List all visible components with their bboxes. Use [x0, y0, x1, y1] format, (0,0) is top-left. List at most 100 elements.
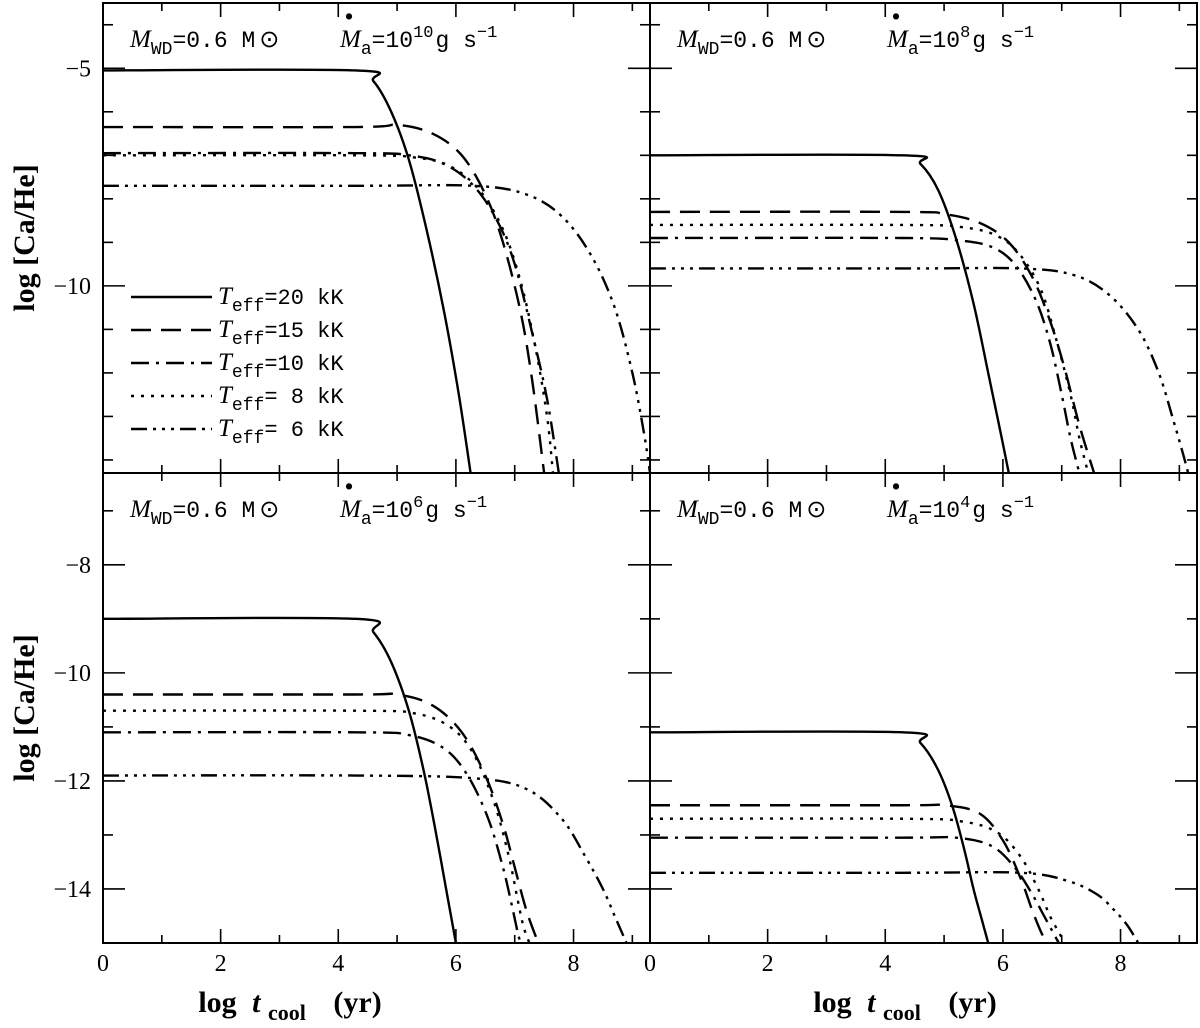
y-tick-label: −10	[53, 274, 91, 300]
mass-subscript: WD	[698, 510, 720, 530]
x-axis-title-right: log t cool (yr)	[813, 986, 996, 1025]
x-axis-title-prefix: log	[813, 986, 851, 1019]
series-line-dashed	[650, 803, 1049, 943]
rate-symbol: M	[339, 26, 362, 53]
series-line-dashdot	[650, 835, 1060, 943]
rate-unit: g s	[435, 28, 476, 54]
series-group	[103, 616, 628, 943]
legend-entry: Teff=15 kK	[218, 316, 344, 350]
x-tick-label: 2	[762, 951, 774, 977]
sun-symbol: ⊙	[806, 495, 826, 523]
panel-frame	[102, 2, 651, 474]
series-line-dashdotdotdot	[650, 870, 1140, 943]
mass-subscript: WD	[151, 510, 173, 530]
mass-symbol: M	[676, 26, 699, 53]
x-axis-title-sub: cool	[883, 1000, 921, 1025]
legend-subscript: eff	[232, 396, 264, 416]
x-axis-title-prefix: log	[198, 986, 236, 1019]
rate-symbol: M	[886, 26, 909, 53]
series-line-dashed	[103, 692, 540, 943]
series-line-dashdotdotdot	[103, 774, 628, 943]
panel-annotation: MWD=0.6 M ⊙	[676, 25, 826, 60]
rate-prefix: =10	[372, 28, 413, 54]
mass-subscript: WD	[151, 40, 173, 60]
panel-annotation: MWD=0.6 M ⊙	[129, 25, 279, 60]
legend-subscript: eff	[232, 297, 264, 317]
series-group	[650, 153, 1190, 473]
accretion-rate-annotation: Ma=1010g s−1	[339, 24, 497, 60]
x-axis-title-unit: (yr)	[333, 986, 381, 1019]
accretion-rate-annotation: Ma=106g s−1	[339, 494, 487, 530]
legend-temperature-symbol: T	[218, 415, 234, 442]
series-line-dashdot	[103, 730, 522, 943]
mass-value: =0.6 M	[172, 498, 255, 524]
x-tick-label: 4	[332, 951, 344, 977]
rate-prefix: =10	[919, 28, 960, 54]
rate-unit: g s	[425, 498, 466, 524]
sun-symbol: ⊙	[259, 25, 279, 53]
rate-symbol: M	[339, 496, 362, 523]
rate-unit-exponent: −1	[1014, 24, 1034, 43]
legend-entry: Teff= 8 kK	[218, 382, 344, 416]
panel-annotation: MWD=0.6 M ⊙	[129, 495, 279, 530]
series-line-dashdotdotdot	[650, 266, 1190, 473]
rate-unit-exponent: −1	[467, 494, 487, 513]
legend-value: =15 kK	[264, 319, 344, 344]
panel-top-right: MWD=0.6 M ⊙ Ma=108g s−1•	[649, 2, 1198, 474]
rate-dot: •	[889, 475, 903, 501]
rate-subscript: a	[908, 40, 919, 60]
legend-temperature-symbol: T	[218, 349, 234, 376]
mass-subscript: WD	[698, 40, 720, 60]
legend-temperature-symbol: T	[218, 316, 234, 343]
series-line-dotted	[103, 709, 531, 943]
mass-symbol: M	[129, 26, 152, 53]
rate-subscript: a	[361, 40, 372, 60]
panel-frame	[649, 472, 1198, 944]
x-tick-label: 6	[450, 951, 462, 977]
series-line-dashdotdotdot	[103, 183, 650, 473]
x-tick-label: 2	[215, 951, 227, 977]
legend-value: = 8 kK	[264, 385, 344, 410]
rate-exponent: 8	[960, 24, 970, 43]
rate-dot: •	[889, 5, 903, 31]
rate-symbol: M	[886, 496, 909, 523]
x-tick-label: 8	[1115, 951, 1127, 977]
series-line-dashed	[103, 123, 546, 473]
rate-exponent: 6	[413, 494, 423, 513]
y-axis-title-top: log [Ca/He]	[8, 164, 41, 311]
series-group	[650, 730, 1140, 943]
series-line-dashed	[650, 210, 1096, 473]
rate-dot: •	[342, 475, 356, 501]
mass-symbol: M	[129, 496, 152, 523]
y-tick-label: −8	[65, 553, 91, 579]
legend-entry: Teff= 6 kK	[218, 415, 344, 449]
legend-temperature-symbol: T	[218, 382, 234, 409]
legend-subscript: eff	[232, 363, 264, 383]
mass-value: =0.6 M	[719, 28, 802, 54]
rate-unit: g s	[972, 28, 1013, 54]
mass-symbol: M	[676, 496, 699, 523]
mass-value: =0.6 M	[719, 498, 802, 524]
legend-subscript: eff	[232, 330, 264, 350]
accretion-rate-annotation: Ma=108g s−1	[886, 24, 1034, 60]
x-tick-label: 4	[879, 951, 891, 977]
sun-symbol: ⊙	[806, 25, 826, 53]
y-tick-label: −5	[65, 56, 91, 82]
panel-frame	[102, 472, 651, 944]
x-axis-title-left: log t cool (yr)	[198, 986, 381, 1025]
rate-unit: g s	[972, 498, 1013, 524]
series-line-solid	[103, 68, 472, 473]
rate-prefix: =10	[372, 498, 413, 524]
y-tick-label: −10	[53, 661, 91, 687]
rate-unit-exponent: −1	[1014, 494, 1034, 513]
rate-dot: •	[342, 5, 356, 31]
series-line-solid	[650, 153, 1010, 473]
series-line-solid	[103, 616, 458, 943]
legend-value: = 6 kK	[264, 418, 344, 443]
rate-subscript: a	[908, 510, 919, 530]
